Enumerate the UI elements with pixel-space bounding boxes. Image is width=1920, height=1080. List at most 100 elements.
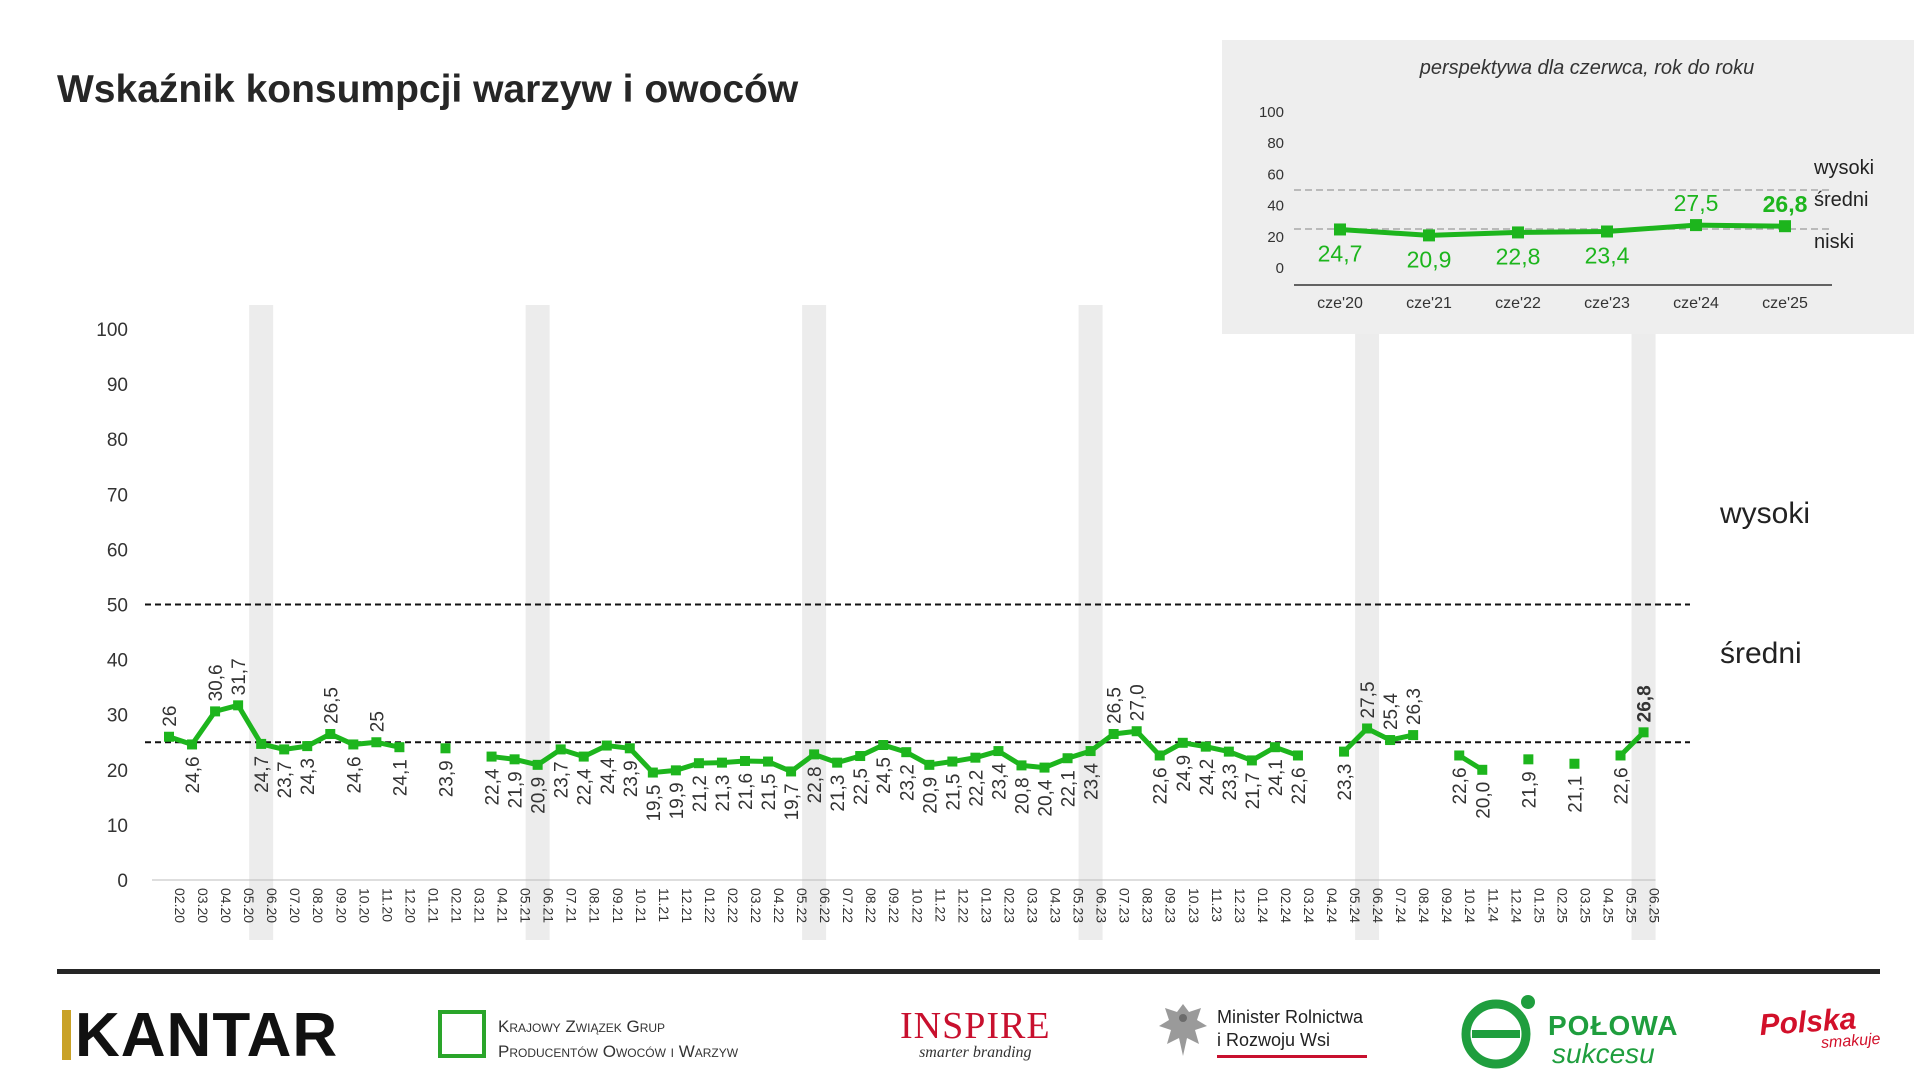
data-label: 26 — [160, 706, 181, 727]
inset-band-label-low: niski — [1814, 231, 1854, 253]
x-tick-label: 09.24 — [1439, 888, 1455, 923]
data-label: 22,8 — [805, 766, 826, 803]
x-tick-label: 02.23 — [1001, 888, 1017, 923]
x-tick-label: 04.24 — [1324, 888, 1340, 923]
data-label: 23,3 — [1220, 764, 1241, 801]
x-tick-label: 10.20 — [356, 888, 372, 923]
y-tick-label: 60 — [107, 540, 128, 561]
kzg-logo-line2: Producentów Owoców i Warzyw — [498, 1042, 739, 1061]
inset-data-label: 23,4 — [1585, 242, 1630, 268]
highlight-band-06.24 — [1355, 305, 1380, 940]
x-tick-label: 11.20 — [379, 888, 395, 922]
data-point — [716, 757, 727, 768]
data-point — [1477, 764, 1488, 775]
x-tick-label: 01.25 — [1531, 888, 1547, 923]
data-point — [878, 740, 889, 751]
data-point — [1385, 735, 1396, 746]
data-label: 22,5 — [851, 768, 872, 805]
data-point — [924, 759, 935, 770]
data-point — [1062, 753, 1073, 764]
inset-data-point — [1423, 229, 1435, 242]
x-tick-label: 03.23 — [1024, 888, 1040, 923]
x-tick-label: 02.20 — [172, 888, 188, 923]
x-tick-label: 03.20 — [195, 888, 211, 923]
x-tick-label: 07.24 — [1393, 888, 1409, 923]
data-point — [1569, 758, 1580, 769]
inset-y-tick-label: 80 — [1267, 135, 1284, 152]
highlight-band-06.23 — [1078, 305, 1103, 940]
data-point — [371, 737, 382, 748]
data-point — [1638, 727, 1649, 738]
minister-logo-rule — [1217, 1055, 1367, 1058]
data-point — [164, 731, 174, 742]
data-point — [901, 747, 912, 758]
data-point — [993, 746, 1004, 757]
x-tick-label: 05.23 — [1071, 888, 1087, 923]
inset-band-label-high: wysoki — [1813, 157, 1874, 179]
data-point — [809, 749, 820, 760]
inset-data-point — [1690, 219, 1702, 232]
x-tick-label: 06.24 — [1370, 888, 1386, 923]
data-label: 23,9 — [436, 760, 457, 797]
inset-y-tick-label: 0 — [1276, 260, 1284, 277]
polowa-mark-icon — [1461, 995, 1535, 1069]
kzg-mark-icon — [438, 1010, 486, 1058]
highlight-band-06.21 — [525, 305, 550, 940]
data-label: 22,6 — [1151, 767, 1172, 804]
data-point — [486, 751, 497, 762]
inset-y-tick-label: 100 — [1259, 104, 1284, 121]
y-tick-label: 40 — [107, 651, 128, 672]
data-point — [1177, 737, 1188, 748]
inset-data-label: 22,8 — [1496, 243, 1541, 269]
x-tick-label: 01.23 — [978, 888, 994, 923]
inset-x-tick-label: cze'25 — [1762, 295, 1808, 312]
inset-data-point — [1512, 226, 1524, 239]
data-point — [302, 741, 313, 752]
data-point — [1200, 741, 1211, 752]
polowa-logo-line2: sukcesu — [1552, 1038, 1655, 1069]
page-title: Wskaźnik konsumpcji warzyw i owoców — [57, 68, 799, 111]
data-label: 21,3 — [713, 775, 734, 812]
data-label: 21,5 — [943, 774, 964, 811]
data-point — [578, 751, 589, 762]
x-tick-label: 06.21 — [541, 888, 557, 923]
x-tick-label: 02.24 — [1278, 888, 1294, 923]
data-label: 22,4 — [483, 768, 504, 805]
eagle-emblem-icon — [1159, 1004, 1207, 1056]
inspire-logo-text: INSPIRE — [900, 1005, 1051, 1047]
kantar-logo: KANTAR — [62, 1000, 338, 1071]
x-tick-label: 08.20 — [310, 888, 326, 923]
data-point — [970, 752, 981, 763]
x-tick-label: 01.21 — [425, 888, 441, 923]
data-point — [832, 757, 843, 768]
x-tick-label: 09.21 — [610, 888, 626, 923]
x-tick-label: 07.20 — [287, 888, 303, 923]
data-point — [601, 740, 612, 751]
data-label: 22,6 — [1450, 767, 1471, 804]
data-label: 20,8 — [1012, 777, 1033, 814]
x-tick-label: 08.21 — [587, 888, 603, 923]
highlight-band-06.25 — [1631, 305, 1656, 940]
inset-x-tick-label: cze'20 — [1317, 295, 1363, 312]
inset-title: perspektywa dla czerwca, rok do roku — [1419, 57, 1755, 79]
data-point — [1039, 762, 1050, 773]
x-tick-label: 08.23 — [1140, 888, 1156, 923]
x-tick-label: 02.25 — [1554, 888, 1570, 923]
inset-y-tick-label: 20 — [1267, 229, 1284, 246]
x-tick-label: 09.22 — [886, 888, 902, 923]
x-tick-label: 12.24 — [1508, 888, 1524, 923]
data-point — [1223, 746, 1234, 757]
polowa-sukcesu-logo: POŁOWA sukcesu — [1460, 990, 1677, 1075]
x-tick-label: 04.25 — [1600, 888, 1616, 923]
inset-line-chart: perspektywa dla czerwca, rok do roku 0 20 4… — [1259, 57, 1874, 312]
data-label: 31,7 — [229, 658, 250, 695]
data-label: 23,4 — [989, 763, 1010, 800]
data-label: 23,9 — [621, 760, 642, 797]
inset-y-tick-label: 40 — [1267, 198, 1284, 215]
data-label: 19,7 — [782, 783, 803, 820]
data-point — [1292, 750, 1303, 761]
y-tick-label: 70 — [107, 485, 128, 506]
minister-logo: Minister Rolnictwa i Rozwoju Wsi — [1155, 998, 1367, 1069]
main-line-chart: 0 10 20 30 40 50 60 70 80 90 100 02.20 03.20 04.20 05.… — [96, 305, 1690, 940]
data-label: 27,5 — [1358, 681, 1379, 718]
